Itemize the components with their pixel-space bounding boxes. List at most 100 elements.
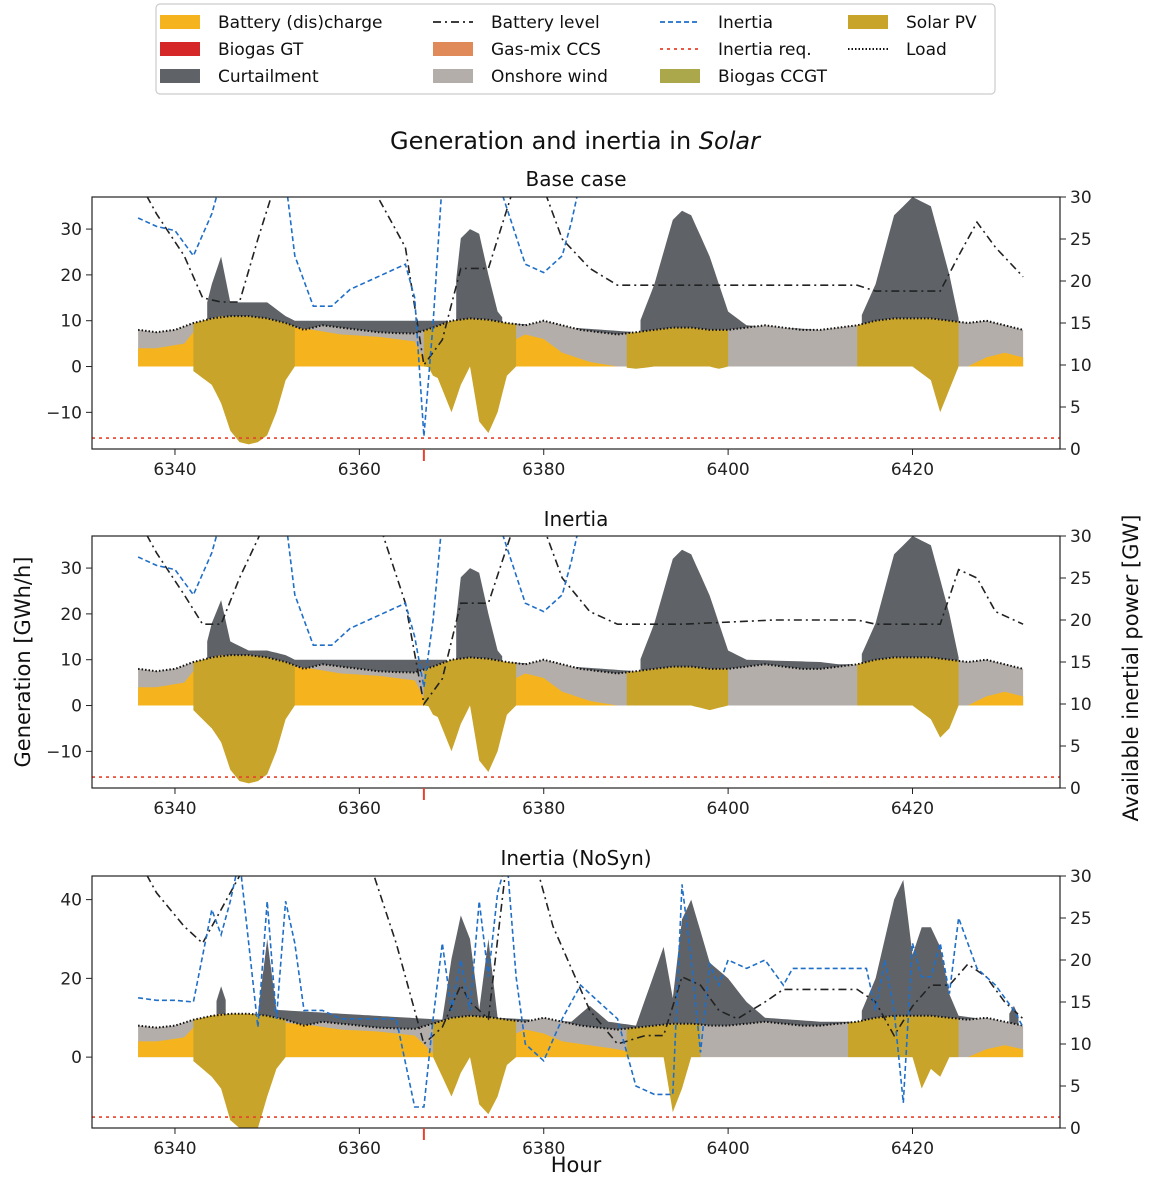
curtailment-area <box>511 662 526 665</box>
curtailment-area <box>216 986 226 1016</box>
curtailment-area <box>576 327 632 335</box>
y-tick-label-left: 30 <box>60 220 82 240</box>
legend-label: Gas-mix CCS <box>491 40 601 60</box>
figure-title-emph: Solar <box>699 127 762 155</box>
solar-pv-area <box>857 657 959 738</box>
legend-swatch <box>433 42 473 56</box>
x-tick-label: 6420 <box>891 799 934 819</box>
x-tick-label: 6420 <box>891 460 934 480</box>
curtailment-area <box>861 197 959 325</box>
x-tick-label: 6400 <box>706 799 749 819</box>
load-line <box>137 654 1024 675</box>
solar-pv-area <box>848 1015 959 1089</box>
y-tick-label-right: 10 <box>1070 1035 1092 1055</box>
inertia-line <box>137 197 987 437</box>
battery-area <box>138 316 1024 376</box>
legend-label: Biogas CCGT <box>718 67 828 87</box>
legend: Battery (dis)charge Battery level Inertia S… <box>155 3 996 95</box>
x-tick-label: 6420 <box>891 1139 934 1159</box>
x-tick-label: 6380 <box>522 799 565 819</box>
legend-label: Inertia <box>718 13 773 33</box>
y-tick-label-left: 0 <box>71 358 82 378</box>
y-tick-label-right: 15 <box>1070 653 1092 673</box>
y-tick-label-left: 20 <box>60 266 82 286</box>
y-tick-label-left: 10 <box>60 651 82 671</box>
load-line <box>137 315 1024 336</box>
y-tick-label-left: 0 <box>71 1048 82 1068</box>
panels: 6340 6360 6380 6400 6420 −10 0 10 20 30 0 5 10 15 20 25… <box>46 167 1092 1159</box>
legend-item: Inertia req. <box>660 40 812 60</box>
y-tick-label-right: 20 <box>1070 951 1092 971</box>
y-tick-label-left: 30 <box>60 559 82 579</box>
x-tick-label: 6340 <box>153 1139 196 1159</box>
figure-title: Generation and inertia in Solar <box>390 127 762 155</box>
legend-item: Load <box>848 40 947 60</box>
panel: 6340 6360 6380 6400 6420 −10 0 10 20 30 0 5 10 15 20 25… <box>46 507 1092 819</box>
y-axis-label-right: Available inertial power [GW] <box>1119 515 1143 822</box>
legend-item: Biogas GT <box>160 40 304 60</box>
legend-item: Gas-mix CCS <box>433 40 601 60</box>
legend-label: Battery level <box>491 13 600 33</box>
legend-swatch <box>160 69 200 83</box>
y-tick-label-left: −10 <box>46 742 82 762</box>
panel: 6340 6360 6380 6400 6420 0 20 40 0 5 10 15 20 25 30 Ine… <box>60 846 1091 1159</box>
solar-pv-area <box>433 1015 517 1115</box>
y-tick-label-right: 20 <box>1070 611 1092 631</box>
y-tick-label-right: 10 <box>1070 695 1092 715</box>
legend-item: Biogas CCGT <box>660 67 828 87</box>
x-tick-label: 6360 <box>338 1139 381 1159</box>
y-tick-label-right: 0 <box>1070 1119 1081 1139</box>
legend-swatch <box>160 42 200 56</box>
x-tick-label: 6340 <box>153 460 196 480</box>
battery-level-line <box>146 197 1024 368</box>
x-axis-label: Hour <box>551 1153 602 1177</box>
legend-item: Onshore wind <box>433 67 608 87</box>
curtailment-area <box>640 210 756 332</box>
y-tick-label-right: 25 <box>1070 230 1092 250</box>
y-axis-label-left: Generation [GWh/h] <box>11 557 35 768</box>
solar-pv-area <box>193 316 295 445</box>
y-tick-label-left: 20 <box>60 969 82 989</box>
y-tick-label-right: 0 <box>1070 779 1081 799</box>
battery-area <box>138 655 1024 715</box>
legend-item: Battery level <box>433 13 600 33</box>
solar-pv-area <box>193 1013 286 1128</box>
y-tick-label-right: 30 <box>1070 867 1092 887</box>
panel-title: Base case <box>525 167 626 191</box>
inertia-line <box>137 876 1024 1108</box>
y-tick-label-left: 0 <box>71 697 82 717</box>
legend-label: Inertia req. <box>718 40 812 60</box>
y-tick-label-right: 15 <box>1070 993 1092 1013</box>
curtailment-area <box>576 666 632 674</box>
x-tick-label: 6360 <box>338 799 381 819</box>
y-tick-label-right: 30 <box>1070 527 1092 547</box>
solar-pv-area <box>193 655 295 784</box>
curtailment-area <box>562 899 853 1030</box>
curtailment-area <box>788 327 816 330</box>
y-tick-label-right: 25 <box>1070 909 1092 929</box>
legend-swatch <box>660 69 700 83</box>
panel-title: Inertia (NoSyn) <box>500 846 651 870</box>
y-tick-label-right: 5 <box>1070 398 1081 418</box>
plot-area <box>92 197 1060 445</box>
y-tick-label-right: 0 <box>1070 440 1081 460</box>
curtailment-area <box>1009 1005 1019 1025</box>
curtailment-area <box>456 229 503 323</box>
x-tick-label: 6400 <box>706 460 749 480</box>
legend-swatch <box>160 15 200 29</box>
legend-label: Battery (dis)charge <box>218 13 382 33</box>
legend-item: Battery (dis)charge <box>160 13 382 33</box>
x-tick-label: 6400 <box>706 1139 749 1159</box>
legend-frame <box>155 3 996 95</box>
battery-level-line <box>146 536 1024 706</box>
legend-item: Inertia <box>660 13 773 33</box>
solar-pv-area <box>626 666 729 711</box>
x-tick-label: 6380 <box>522 460 565 480</box>
legend-label: Onshore wind <box>491 67 608 87</box>
legend-label: Solar PV <box>906 13 977 33</box>
solar-pv-area <box>423 318 517 433</box>
load-line <box>137 1012 1024 1031</box>
y-tick-label-right: 30 <box>1070 188 1092 208</box>
